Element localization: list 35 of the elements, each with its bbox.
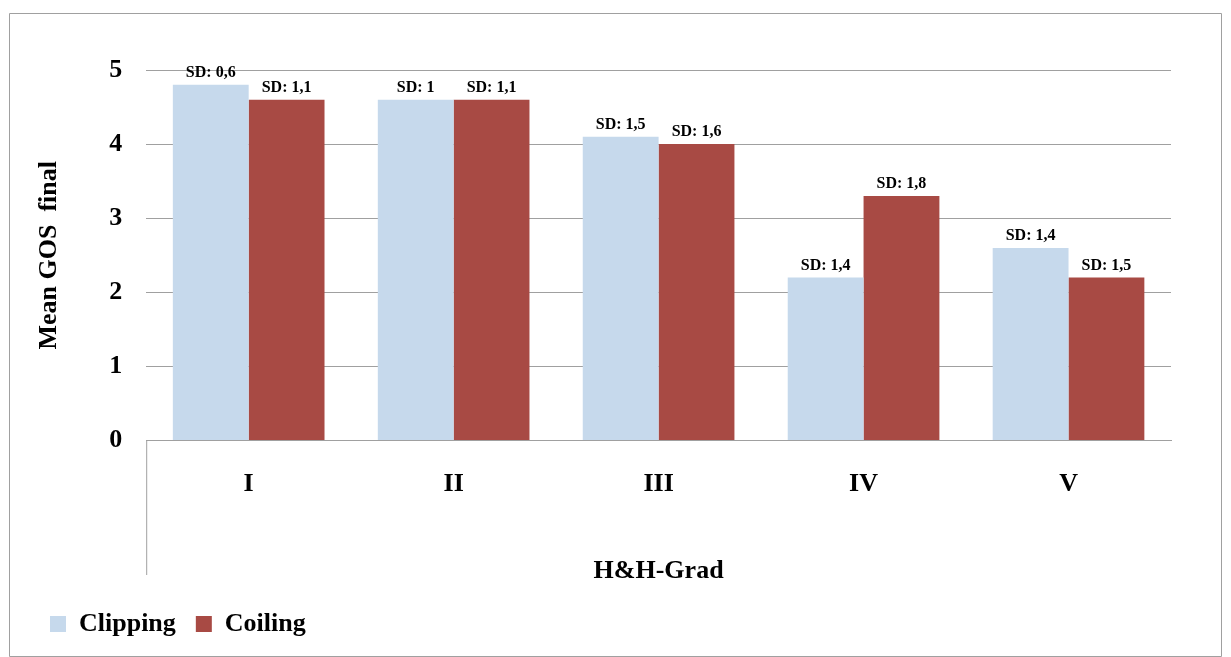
y-tick-label: 2: [109, 276, 123, 306]
legend-label: Coiling: [224, 607, 306, 637]
x-tick-label: V: [1059, 467, 1079, 497]
legend-label: Clipping: [79, 607, 176, 637]
bar: [453, 99, 530, 441]
annotation: SD: 1,1: [466, 77, 517, 95]
annotation: SD: 1,8: [876, 174, 927, 192]
y-tick-label: 1: [109, 350, 123, 380]
bar: [863, 196, 940, 441]
x-tick-label: IV: [849, 467, 879, 497]
y-tick-label: 4: [109, 127, 123, 157]
annotation: SD: 1,4: [1005, 226, 1056, 244]
bar: [1068, 277, 1145, 441]
y-axis-title: Mean GOS final: [33, 161, 63, 350]
bar: [582, 136, 659, 441]
y-tick-label: 0: [109, 424, 123, 454]
bar: [172, 84, 249, 441]
annotation: SD: 1,5: [1081, 255, 1132, 273]
annotation: SD: 1,1: [261, 77, 312, 95]
x-tick-label: II: [443, 467, 464, 497]
x-axis-title: H&H-Grad: [593, 555, 725, 585]
bar: [658, 144, 735, 441]
bar: [787, 277, 864, 441]
annotation: SD: 1,4: [800, 255, 851, 273]
y-tick-label: 5: [109, 53, 123, 83]
x-tick-label: III: [643, 467, 674, 497]
x-tick-label: I: [243, 467, 254, 497]
annotation: SD: 0,6: [185, 62, 236, 80]
bar: [377, 99, 454, 441]
annotation: SD: 1,5: [595, 114, 646, 132]
annotation: SD: 1: [396, 77, 435, 95]
bar: [248, 99, 325, 441]
bar: [992, 247, 1069, 441]
annotation: SD: 1,6: [671, 122, 722, 140]
y-tick-label: 3: [109, 201, 123, 231]
